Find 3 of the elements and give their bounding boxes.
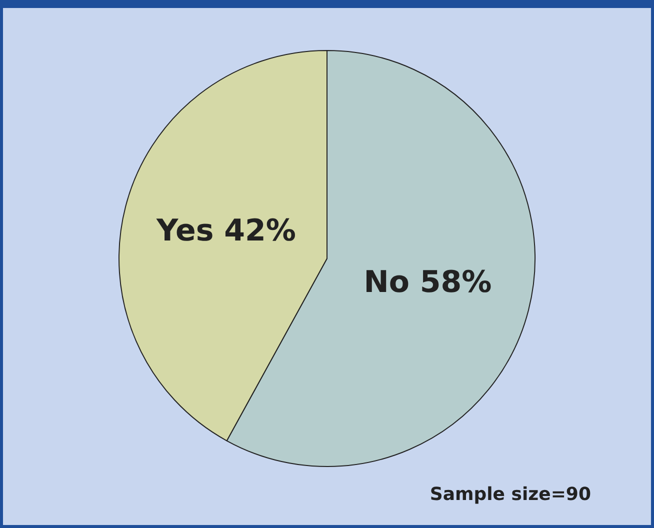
text: Sample size=90: [430, 484, 591, 505]
slice-label: No 58%: [364, 265, 492, 300]
slice-label: Yes 42%: [156, 213, 296, 248]
